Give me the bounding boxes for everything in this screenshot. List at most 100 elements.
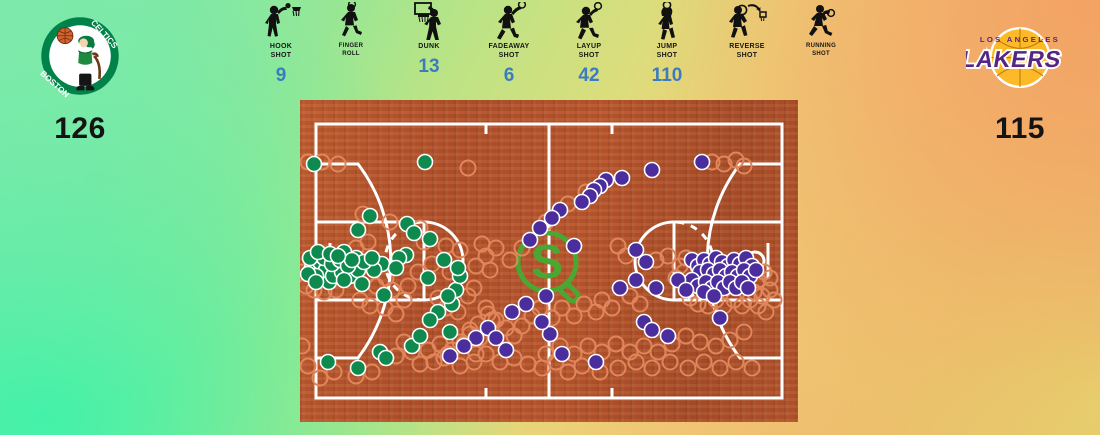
shot-marker-made[interactable]	[305, 155, 323, 173]
shot-marker-missed[interactable]	[761, 269, 779, 287]
shot-marker-missed[interactable]	[727, 353, 745, 371]
shot-marker-made[interactable]	[416, 153, 434, 171]
shot-marker-missed[interactable]	[711, 359, 729, 377]
shot-marker-missed[interactable]	[329, 155, 347, 173]
shot-marker-made[interactable]	[405, 224, 423, 242]
shot-marker-missed[interactable]	[643, 359, 661, 377]
shot-marker-missed[interactable]	[679, 359, 697, 377]
shot-marker-missed[interactable]	[603, 299, 621, 317]
shot-marker-made[interactable]	[497, 341, 515, 359]
shot-marker-made[interactable]	[643, 161, 661, 179]
shot-chart-court[interactable]: S	[300, 100, 798, 422]
shot-marker-made[interactable]	[677, 281, 695, 299]
shot-marker-missed[interactable]	[735, 323, 753, 341]
shot-type-jump-shot[interactable]: JUMP SHOT 110	[624, 2, 710, 85]
shot-marker-missed[interactable]	[735, 157, 753, 175]
shot-marker-made[interactable]	[455, 337, 473, 355]
shot-marker-made[interactable]	[705, 287, 723, 305]
shot-type-finger-roll[interactable]: FINGER ROLL	[308, 2, 394, 63]
shot-marker-missed[interactable]	[659, 247, 677, 265]
shot-marker-missed[interactable]	[467, 345, 485, 363]
shot-marker-missed[interactable]	[765, 291, 783, 309]
shot-marker-missed[interactable]	[621, 343, 639, 361]
shot-marker-missed[interactable]	[501, 251, 519, 269]
shot-marker-missed[interactable]	[459, 159, 477, 177]
shot-marker-made[interactable]	[531, 219, 549, 237]
shot-marker-missed[interactable]	[609, 237, 627, 255]
shot-marker-made[interactable]	[375, 286, 393, 304]
shot-marker-made[interactable]	[747, 261, 765, 279]
shot-marker-made[interactable]	[449, 259, 467, 277]
shot-type-layup-shot[interactable]: LAYUP SHOT 42	[546, 2, 632, 85]
shot-type-dunk[interactable]: DUNK 13	[386, 2, 472, 76]
shot-marker-made[interactable]	[349, 221, 367, 239]
shot-marker-made[interactable]	[587, 353, 605, 371]
shot-marker-made[interactable]	[613, 169, 631, 187]
shot-marker-made[interactable]	[329, 247, 347, 265]
shot-marker-missed[interactable]	[477, 345, 495, 363]
shot-marker-missed[interactable]	[519, 355, 537, 373]
shot-marker-missed[interactable]	[411, 355, 429, 373]
shot-marker-missed[interactable]	[757, 303, 775, 321]
shot-marker-missed[interactable]	[609, 359, 627, 377]
shot-marker-made[interactable]	[319, 353, 337, 371]
shot-marker-made[interactable]	[441, 323, 459, 341]
shot-marker-missed[interactable]	[579, 337, 597, 355]
shot-marker-missed[interactable]	[715, 155, 733, 173]
shot-marker-missed[interactable]	[359, 233, 377, 251]
shot-marker-made[interactable]	[307, 273, 325, 291]
shot-marker-missed[interactable]	[565, 307, 583, 325]
shot-marker-made[interactable]	[435, 251, 453, 269]
shot-type-reverse-shot[interactable]: REVERSE SHOT	[704, 2, 790, 66]
shot-marker-missed[interactable]	[559, 363, 577, 381]
shot-marker-made[interactable]	[553, 345, 571, 363]
shot-marker-missed[interactable]	[575, 295, 593, 313]
shot-marker-made[interactable]	[421, 230, 439, 248]
shot-marker-made[interactable]	[439, 287, 457, 305]
shot-marker-missed[interactable]	[513, 317, 531, 335]
shot-marker-made[interactable]	[411, 327, 429, 345]
shot-marker-made[interactable]	[377, 349, 395, 367]
shot-marker-made[interactable]	[487, 329, 505, 347]
shot-marker-missed[interactable]	[437, 237, 455, 255]
shot-marker-made[interactable]	[349, 359, 367, 377]
shot-marker-made[interactable]	[503, 303, 521, 321]
shot-marker-made[interactable]	[533, 313, 551, 331]
shot-marker-made[interactable]	[363, 249, 381, 267]
shot-marker-missed[interactable]	[465, 353, 483, 371]
shot-marker-made[interactable]	[611, 279, 629, 297]
shot-marker-made[interactable]	[541, 325, 559, 343]
shot-marker-missed[interactable]	[691, 333, 709, 351]
shot-marker-missed[interactable]	[761, 281, 779, 299]
shot-marker-made[interactable]	[517, 295, 535, 313]
shot-marker-made[interactable]	[335, 271, 353, 289]
shot-marker-missed[interactable]	[677, 327, 695, 345]
shot-marker-missed[interactable]	[695, 353, 713, 371]
shot-marker-missed[interactable]	[300, 337, 311, 355]
shot-marker-made[interactable]	[637, 253, 655, 271]
shot-marker-made[interactable]	[467, 329, 485, 347]
shot-marker-missed[interactable]	[533, 359, 551, 377]
shot-marker-missed[interactable]	[399, 277, 417, 295]
shot-marker-made[interactable]	[739, 279, 757, 297]
shot-marker-made[interactable]	[659, 327, 677, 345]
shot-type-running-shot[interactable]: RUNNING SHOT	[778, 2, 864, 63]
shot-marker-made[interactable]	[627, 241, 645, 259]
shot-marker-made[interactable]	[647, 279, 665, 297]
shot-marker-made[interactable]	[711, 309, 729, 327]
shot-marker-missed[interactable]	[451, 241, 469, 259]
shot-marker-missed[interactable]	[300, 357, 317, 375]
shot-marker-missed[interactable]	[351, 291, 369, 309]
shot-marker-made[interactable]	[537, 287, 555, 305]
shot-marker-made[interactable]	[343, 251, 361, 269]
shot-marker-missed[interactable]	[387, 305, 405, 323]
shot-marker-made[interactable]	[387, 259, 405, 277]
shot-marker-missed[interactable]	[649, 343, 667, 361]
shot-marker-made[interactable]	[573, 193, 591, 211]
shot-marker-missed[interactable]	[487, 239, 505, 257]
shot-marker-missed[interactable]	[631, 295, 649, 313]
shot-marker-missed[interactable]	[425, 353, 443, 371]
shot-marker-missed[interactable]	[627, 353, 645, 371]
shot-marker-made[interactable]	[361, 207, 379, 225]
shot-marker-missed[interactable]	[465, 279, 483, 297]
